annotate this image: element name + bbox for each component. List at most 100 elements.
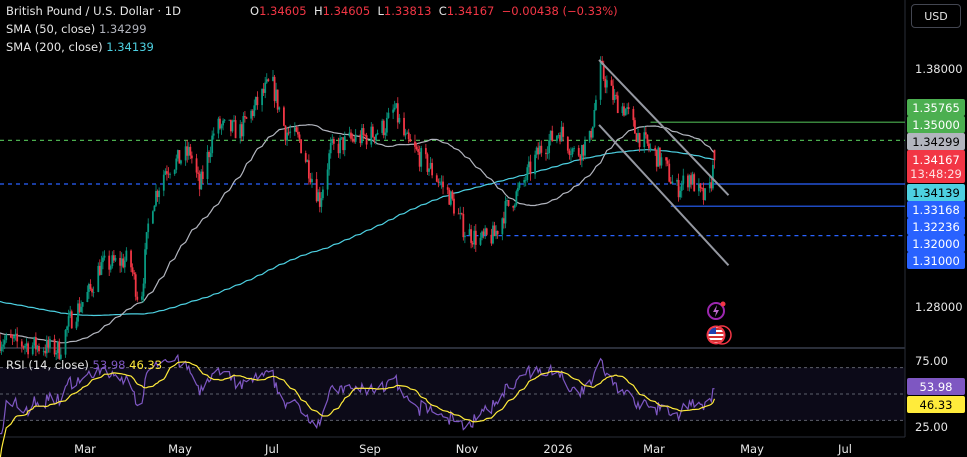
candle-body xyxy=(119,257,122,266)
candle-body xyxy=(14,333,17,336)
candle-body xyxy=(49,338,51,348)
candle-body xyxy=(108,255,111,270)
candle-body xyxy=(55,352,58,355)
sma200-value: 1.34139 xyxy=(106,40,154,54)
candle-body xyxy=(512,205,515,208)
candle-body xyxy=(180,160,182,164)
candle-body xyxy=(343,136,346,151)
close-value: 1.34167 xyxy=(446,4,495,18)
candle-body xyxy=(506,199,508,202)
candle-body xyxy=(253,105,256,116)
candle-body xyxy=(699,183,702,188)
candle-body xyxy=(559,135,561,142)
candle-body xyxy=(566,136,569,151)
candle-body xyxy=(373,137,376,141)
candle-body xyxy=(142,283,145,297)
rsi-ma-line xyxy=(0,361,716,457)
candle-body xyxy=(112,255,115,261)
us-flag-event-icon[interactable] xyxy=(705,324,735,346)
candle-body xyxy=(496,230,499,235)
candle-body xyxy=(424,148,427,155)
candle-body xyxy=(166,171,168,174)
candle-body xyxy=(435,175,438,182)
price-label: 1.33168 xyxy=(907,201,965,218)
candle-body xyxy=(481,231,483,238)
change-value: −0.00438 (−0.33%) xyxy=(501,4,618,18)
candle-body xyxy=(362,128,365,135)
candle-body xyxy=(404,133,407,136)
candle-body xyxy=(385,117,388,133)
candle-body xyxy=(482,231,485,236)
candle-body xyxy=(178,150,181,164)
candle-body xyxy=(387,112,390,118)
candle-body xyxy=(114,257,117,261)
candle-body xyxy=(77,303,79,322)
candle-body xyxy=(638,133,641,148)
rsi-legend[interactable]: RSI (14, close) 53.98 46.33 xyxy=(6,358,162,372)
candle-body xyxy=(328,153,331,170)
candle-body xyxy=(658,147,661,166)
candle-body xyxy=(538,145,541,155)
candle-body xyxy=(64,330,67,355)
candle-body xyxy=(687,175,689,188)
candle-body xyxy=(529,161,532,175)
candle-body xyxy=(284,125,287,141)
candle-body xyxy=(669,181,672,184)
candle-body xyxy=(649,147,652,149)
currency-button[interactable]: USD xyxy=(911,4,961,28)
candle-body xyxy=(657,147,660,167)
time-tick: Mar xyxy=(643,442,665,456)
candle-body xyxy=(420,148,423,167)
candle-body xyxy=(311,179,313,183)
candle-body xyxy=(429,162,432,169)
sma200-legend[interactable]: SMA (200, close) 1.34139 xyxy=(6,40,154,54)
candle-body xyxy=(44,350,47,354)
candle-body xyxy=(626,107,629,109)
candle-body xyxy=(704,188,707,200)
price-label: 1.35000 xyxy=(907,116,965,133)
candle-body xyxy=(69,311,72,317)
candle-body xyxy=(245,117,248,119)
candle-body xyxy=(426,154,429,172)
candle-body xyxy=(340,137,343,139)
candle-body xyxy=(495,230,497,237)
candle-body xyxy=(304,153,307,162)
candle-body xyxy=(365,135,368,145)
candle-body xyxy=(384,132,387,136)
candle-body xyxy=(173,169,176,174)
sma50-label: SMA (50, close) xyxy=(6,22,96,36)
candle-body xyxy=(668,163,671,182)
open-label: O xyxy=(250,4,260,18)
candle-body xyxy=(125,250,128,261)
candle-body xyxy=(701,187,703,189)
candle-body xyxy=(145,232,148,250)
candle-body xyxy=(453,198,455,214)
candle-body xyxy=(103,255,106,258)
candle-body xyxy=(86,291,89,303)
main-pane xyxy=(0,0,905,347)
candle-body xyxy=(211,135,214,154)
candle-body xyxy=(713,149,716,161)
candle-body xyxy=(11,337,14,339)
sma50-legend[interactable]: SMA (50, close) 1.34299 xyxy=(6,22,147,36)
candle-body xyxy=(348,132,351,137)
candle-body xyxy=(518,182,521,188)
candle-body xyxy=(354,134,357,142)
candle-body xyxy=(187,146,190,156)
candle-body xyxy=(635,133,638,142)
candle-body xyxy=(278,107,281,110)
candle-body xyxy=(690,175,692,185)
candle-body xyxy=(579,155,582,161)
time-tick: Nov xyxy=(455,442,479,456)
candle-body xyxy=(3,340,6,345)
lightning-event-icon[interactable] xyxy=(706,300,728,322)
candle-body xyxy=(708,182,711,189)
candle-body xyxy=(693,174,696,192)
time-tick: Jul xyxy=(838,442,852,456)
candle-body xyxy=(169,173,171,175)
candle-body xyxy=(577,147,580,156)
candle-body xyxy=(490,234,493,244)
symbol-title[interactable]: British Pound / U.S. Dollar · 1D xyxy=(6,4,181,18)
candle-body xyxy=(393,107,396,110)
